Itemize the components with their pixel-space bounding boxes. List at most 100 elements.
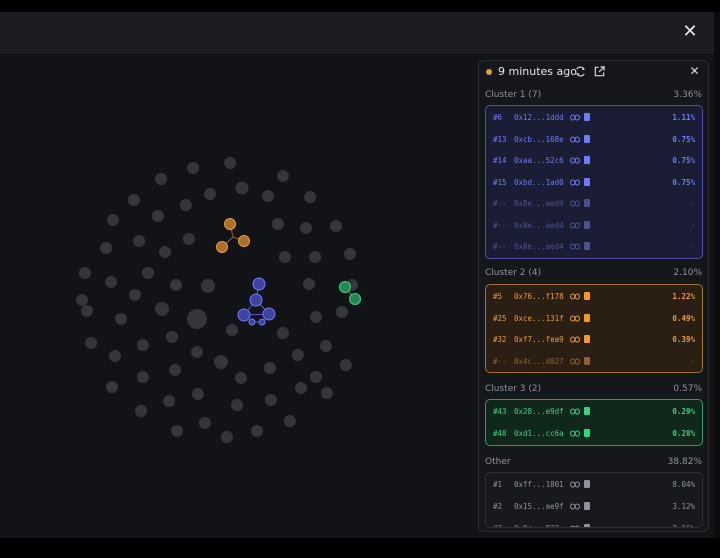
holder-bubble[interactable]	[199, 417, 211, 429]
holder-bubble[interactable]	[85, 337, 97, 349]
holder-bubble[interactable]	[105, 276, 117, 288]
link-icon[interactable]	[570, 358, 580, 365]
link-icon[interactable]	[570, 315, 580, 322]
holder-bubble[interactable]	[277, 327, 289, 339]
holder-bubble[interactable]	[170, 279, 182, 291]
window-close-icon[interactable]: ✕	[682, 21, 698, 42]
copy-icon[interactable]	[584, 524, 590, 527]
holder-bubble[interactable]	[128, 194, 140, 206]
copy-icon[interactable]	[584, 407, 590, 415]
holder-address[interactable]: 0xf7...fea9	[514, 335, 564, 344]
holder-row[interactable]: #32 0xf7...fea9 0.39%	[486, 329, 702, 350]
link-icon[interactable]	[570, 408, 580, 415]
copy-icon[interactable]	[584, 502, 590, 510]
holder-bubble[interactable]	[277, 170, 289, 182]
holder-bubble[interactable]	[226, 324, 238, 336]
cluster-bubble[interactable]	[216, 241, 228, 253]
holder-bubble[interactable]	[224, 157, 236, 169]
holder-row[interactable]: #48 0xd1...cc6a 0.28%	[486, 423, 702, 444]
link-icon[interactable]	[570, 430, 580, 437]
cluster-bubble[interactable]	[249, 293, 263, 307]
link-icon[interactable]	[570, 503, 580, 510]
copy-icon[interactable]	[584, 313, 590, 322]
cluster-bubble[interactable]	[248, 318, 256, 326]
holder-row[interactable]: #3 0x9c...832 2.16%	[486, 518, 702, 527]
link-icon[interactable]	[570, 481, 580, 488]
holder-bubble[interactable]	[159, 246, 171, 258]
holder-bubble[interactable]	[166, 331, 178, 343]
link-icon[interactable]	[570, 157, 580, 164]
holder-bubble[interactable]	[106, 381, 118, 393]
holder-bubble[interactable]	[81, 305, 93, 317]
holder-bubble[interactable]	[163, 395, 175, 407]
refresh-icon[interactable]	[574, 65, 587, 78]
holder-address[interactable]: 0xbd...1ad0	[514, 177, 564, 187]
holder-address[interactable]: 0x8e...aed4	[514, 220, 564, 230]
holder-bubble[interactable]	[300, 222, 312, 234]
copy-icon[interactable]	[584, 177, 590, 186]
external-link-icon[interactable]	[593, 65, 606, 78]
holder-bubble[interactable]	[192, 388, 204, 400]
holder-bubble[interactable]	[115, 313, 127, 325]
holder-bubble[interactable]	[100, 242, 112, 254]
holder-row[interactable]: #1 0xff...1801 8.04%	[486, 474, 702, 495]
holder-address[interactable]: 0xce...131f	[514, 313, 564, 323]
copy-icon[interactable]	[584, 113, 590, 121]
holder-bubble[interactable]	[142, 267, 154, 279]
holder-row[interactable]: #15 0xbd...1ad0 0.75%	[486, 172, 702, 193]
panel-close-icon[interactable]: ✕	[689, 64, 700, 78]
holder-row[interactable]: #-- 0x4c...d027 -	[486, 351, 702, 372]
holder-bubble[interactable]	[137, 339, 149, 351]
holder-bubble[interactable]	[135, 405, 147, 417]
link-icon[interactable]	[570, 336, 580, 343]
holder-bubble[interactable]	[279, 251, 291, 263]
holder-bubble[interactable]	[265, 394, 277, 406]
holder-bubble[interactable]	[304, 191, 316, 203]
holder-bubble[interactable]	[155, 302, 169, 316]
cluster-bubble[interactable]	[224, 218, 236, 230]
holder-row[interactable]: #25 0xce...131f 0.49%	[486, 308, 702, 329]
holder-bubble[interactable]	[155, 173, 167, 185]
holder-bubble[interactable]	[152, 210, 164, 222]
holder-row[interactable]: #6 0x12...1ddd 1.11%	[486, 107, 702, 128]
holder-bubble[interactable]	[310, 371, 322, 383]
holder-bubble[interactable]	[272, 218, 284, 230]
cluster-bubble[interactable]	[237, 308, 251, 322]
holder-bubble[interactable]	[310, 311, 322, 323]
copy-icon[interactable]	[584, 220, 590, 229]
holder-address[interactable]: 0x8e...aed4	[514, 199, 564, 208]
cluster-bubble[interactable]	[258, 318, 266, 326]
copy-icon[interactable]	[584, 156, 590, 164]
copy-icon[interactable]	[584, 335, 590, 343]
link-icon[interactable]	[570, 243, 580, 250]
holder-address[interactable]: 0xd1...cc6a	[514, 429, 564, 438]
holder-bubble[interactable]	[109, 350, 121, 362]
holder-address[interactable]: 0xaa...52c6	[514, 156, 564, 165]
holder-bubble[interactable]	[180, 199, 192, 211]
holder-bubble[interactable]	[284, 415, 296, 427]
holder-bubble[interactable]	[137, 371, 149, 383]
holder-bubble[interactable]	[292, 349, 304, 361]
bubble-graph[interactable]	[0, 54, 714, 538]
link-icon[interactable]	[570, 293, 580, 300]
holder-row[interactable]: #5 0x76...f178 1.22%	[486, 286, 702, 307]
holder-bubble[interactable]	[133, 235, 145, 247]
holder-bubble[interactable]	[191, 346, 203, 358]
holder-bubble[interactable]	[214, 355, 228, 369]
holder-bubble[interactable]	[129, 289, 141, 301]
cluster-bubble[interactable]	[262, 307, 276, 321]
holder-bubble[interactable]	[344, 248, 356, 260]
holder-address[interactable]: 0x8e...aed4	[514, 242, 564, 251]
holder-bubble[interactable]	[336, 306, 348, 318]
holder-bubble[interactable]	[169, 364, 181, 376]
cluster-bubble[interactable]	[238, 235, 250, 247]
holder-bubble[interactable]	[320, 340, 332, 352]
holder-bubble[interactable]	[231, 399, 243, 411]
copy-icon[interactable]	[584, 242, 590, 250]
holder-bubble[interactable]	[330, 220, 342, 232]
link-icon[interactable]	[570, 179, 580, 186]
link-icon[interactable]	[570, 222, 580, 229]
holder-address[interactable]: 0x28...e9df	[514, 407, 564, 416]
copy-icon[interactable]	[584, 134, 590, 143]
holder-address[interactable]: 0x76...f178	[514, 292, 564, 301]
